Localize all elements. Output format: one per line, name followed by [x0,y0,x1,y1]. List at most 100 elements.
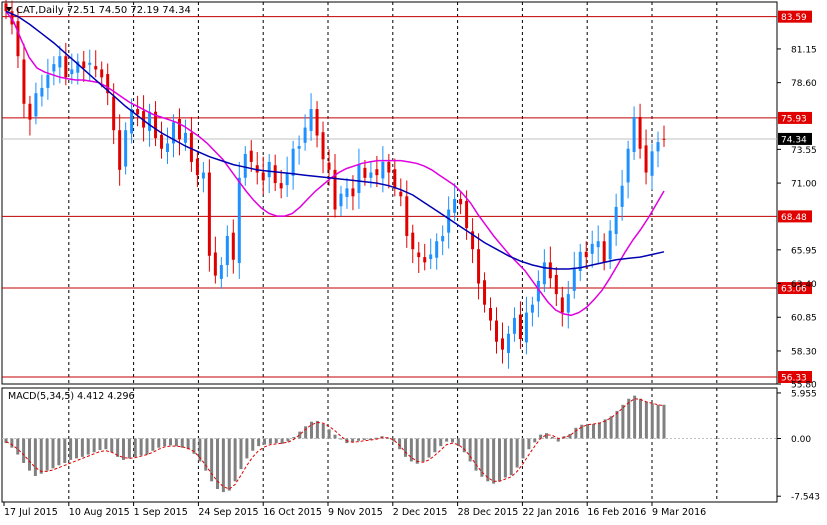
candle-body [548,262,552,279]
macd-bar [586,423,590,439]
macd-bar [574,427,578,439]
candle-body [219,265,223,279]
candle-body [447,209,451,233]
time-label: 24 Sep 2015 [198,507,258,518]
candle-body [285,172,289,186]
candle-body [321,132,325,160]
horizontal-levels[interactable]: 83.59 75.93 68.48 63.06 56.33 74.34 [2,10,812,384]
moving-averages [5,10,665,317]
macd-bar [22,438,26,463]
level-label: 63.06 [781,285,807,295]
candle-body [166,143,170,153]
candle-body [124,130,128,167]
macd-bar [362,438,366,441]
candle-body [171,122,175,144]
macd-bar [239,438,243,470]
macd-bar [92,438,96,453]
price-label: 63.40 [791,280,817,290]
candle-body [207,172,211,256]
candle-body [100,69,104,78]
macd-bar [163,438,167,447]
candle-body [512,317,516,334]
candle-body [279,183,283,189]
price-panel[interactable] [1,1,778,385]
candle-body [201,172,205,179]
macd-panel[interactable] [1,387,778,503]
candle-body [333,169,337,210]
macd-label: 0.00 [791,435,811,445]
time-label: 22 Jan 2016 [522,507,579,518]
macd-bar [315,420,319,439]
macd-bar [545,433,548,439]
macd-bar [321,423,325,439]
candle-body [554,274,558,295]
macd-bar [462,438,466,453]
level-label-bg [778,10,812,23]
candle-body [465,200,469,229]
candle-body [584,251,588,258]
candle-body [638,116,642,149]
macd-bar [498,438,501,482]
candle-body [154,111,158,139]
level-label-bg [778,282,812,295]
candle-body [255,165,259,173]
macd-bar [521,438,525,459]
macd-bar [656,404,660,439]
macd-bar [204,438,208,471]
triangle-down-icon[interactable] [6,7,12,12]
macd-bar [45,438,49,471]
candle-body [195,158,199,176]
macd-bar [580,424,584,439]
macd-bar [245,438,249,459]
candle-body [40,87,44,97]
macd-bar [263,438,266,445]
candle-body [52,64,56,72]
macd-bar [98,438,102,450]
macd-bar [333,434,337,439]
time-label: 16 Oct 2015 [263,507,322,518]
macd-bar [633,395,637,439]
candle-body [76,61,80,73]
macd-bar [122,438,125,460]
candle-body [88,62,92,65]
macd-bar [221,438,225,493]
candle-body [500,338,504,350]
current-price-bg [778,132,812,145]
macd-bar [468,438,472,462]
time-label: 16 Feb 2016 [587,507,646,518]
candle-body [136,109,140,115]
candle-body [345,188,349,197]
candle-body [22,59,26,104]
macd-bar [368,438,372,441]
candle-body [303,127,307,143]
candle-body [435,241,439,258]
macd-bar [4,438,8,444]
candle-body [70,69,74,75]
candle-body [560,297,564,313]
macd-bar [327,429,331,439]
macd-bar [304,426,308,439]
macd-bar [16,438,20,455]
candle-body [405,196,409,236]
candle-body [453,198,457,213]
macd-bar [145,438,149,455]
price-label: 65.95 [791,246,817,256]
macd-bar [621,404,625,439]
macd-bar [456,438,460,447]
macd-bar [127,438,131,459]
macd-bar [409,438,413,462]
macd-bar [33,438,37,476]
candle-body [177,118,181,140]
candle-body [536,280,540,302]
time-label: 1 Sep 2015 [134,507,188,518]
candle-body [524,312,528,343]
candle-body [441,235,445,242]
macd-bar [627,398,631,439]
current-price-label: 74.34 [781,135,807,145]
macd-bar [592,423,595,439]
macd-bar [650,403,654,439]
candle-body [213,252,217,276]
macd-bar [28,438,31,471]
